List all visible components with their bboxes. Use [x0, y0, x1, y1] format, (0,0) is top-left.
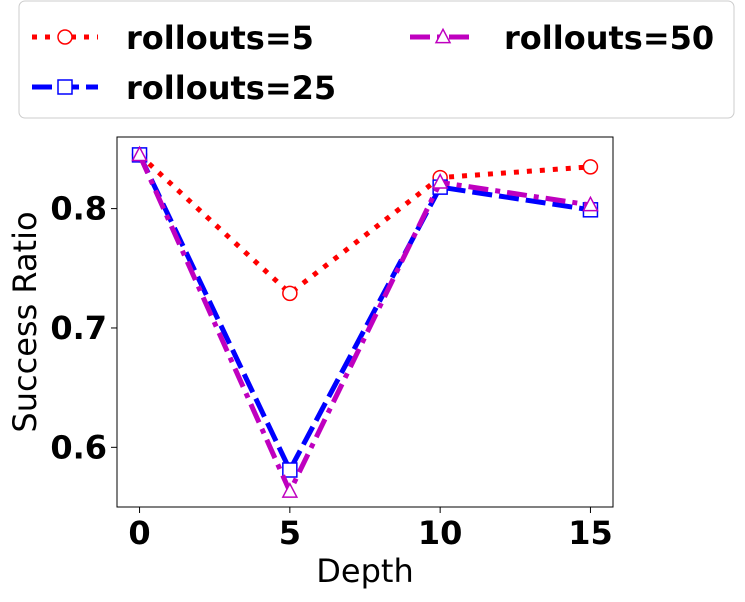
legend-label: rollouts=5: [126, 19, 314, 57]
y-tick-label: 0.7: [50, 309, 107, 347]
legend-marker: [434, 27, 452, 44]
data-point: [431, 173, 449, 189]
legend-box: [18, 0, 735, 119]
y-tick-label: 0.8: [50, 190, 107, 228]
series-2: [131, 147, 599, 478]
series-line: [137, 153, 591, 494]
data-point: [281, 482, 299, 498]
y-tick-label: 0.6: [50, 428, 107, 466]
legend-item-3: rollouts=50: [410, 19, 714, 57]
x-tick-label: 10: [418, 514, 463, 552]
plot-series: [131, 145, 599, 498]
legend-label: rollouts=50: [504, 19, 714, 57]
legend-item-2: rollouts=25: [32, 69, 336, 107]
data-point: [282, 285, 298, 302]
legend-marker: [57, 29, 73, 45]
legend: rollouts=5 rollouts=25 rollouts=50: [18, 0, 735, 119]
series-line: [137, 153, 591, 296]
x-tick-label: 5: [279, 514, 301, 552]
y-axis-label: Success Ratio: [6, 211, 44, 432]
axes: 0 5 10 15 0.6 0.7 0.8 Depth Success Ratio: [6, 136, 614, 590]
series-1: [131, 147, 599, 302]
data-point: [282, 462, 298, 478]
data-point: [582, 159, 599, 175]
series-line: [137, 153, 591, 473]
x-tick-label: 0: [128, 514, 150, 552]
data-point: [131, 145, 148, 162]
legend-marker: [57, 79, 73, 95]
x-axis-label: Depth: [316, 552, 413, 590]
x-tick-label: 15: [568, 514, 613, 552]
series-3: [131, 145, 599, 498]
legend-item-1: rollouts=5: [32, 19, 314, 57]
data-point: [582, 195, 599, 212]
legend-label: rollouts=25: [126, 69, 336, 107]
plot-frame: [116, 136, 614, 508]
